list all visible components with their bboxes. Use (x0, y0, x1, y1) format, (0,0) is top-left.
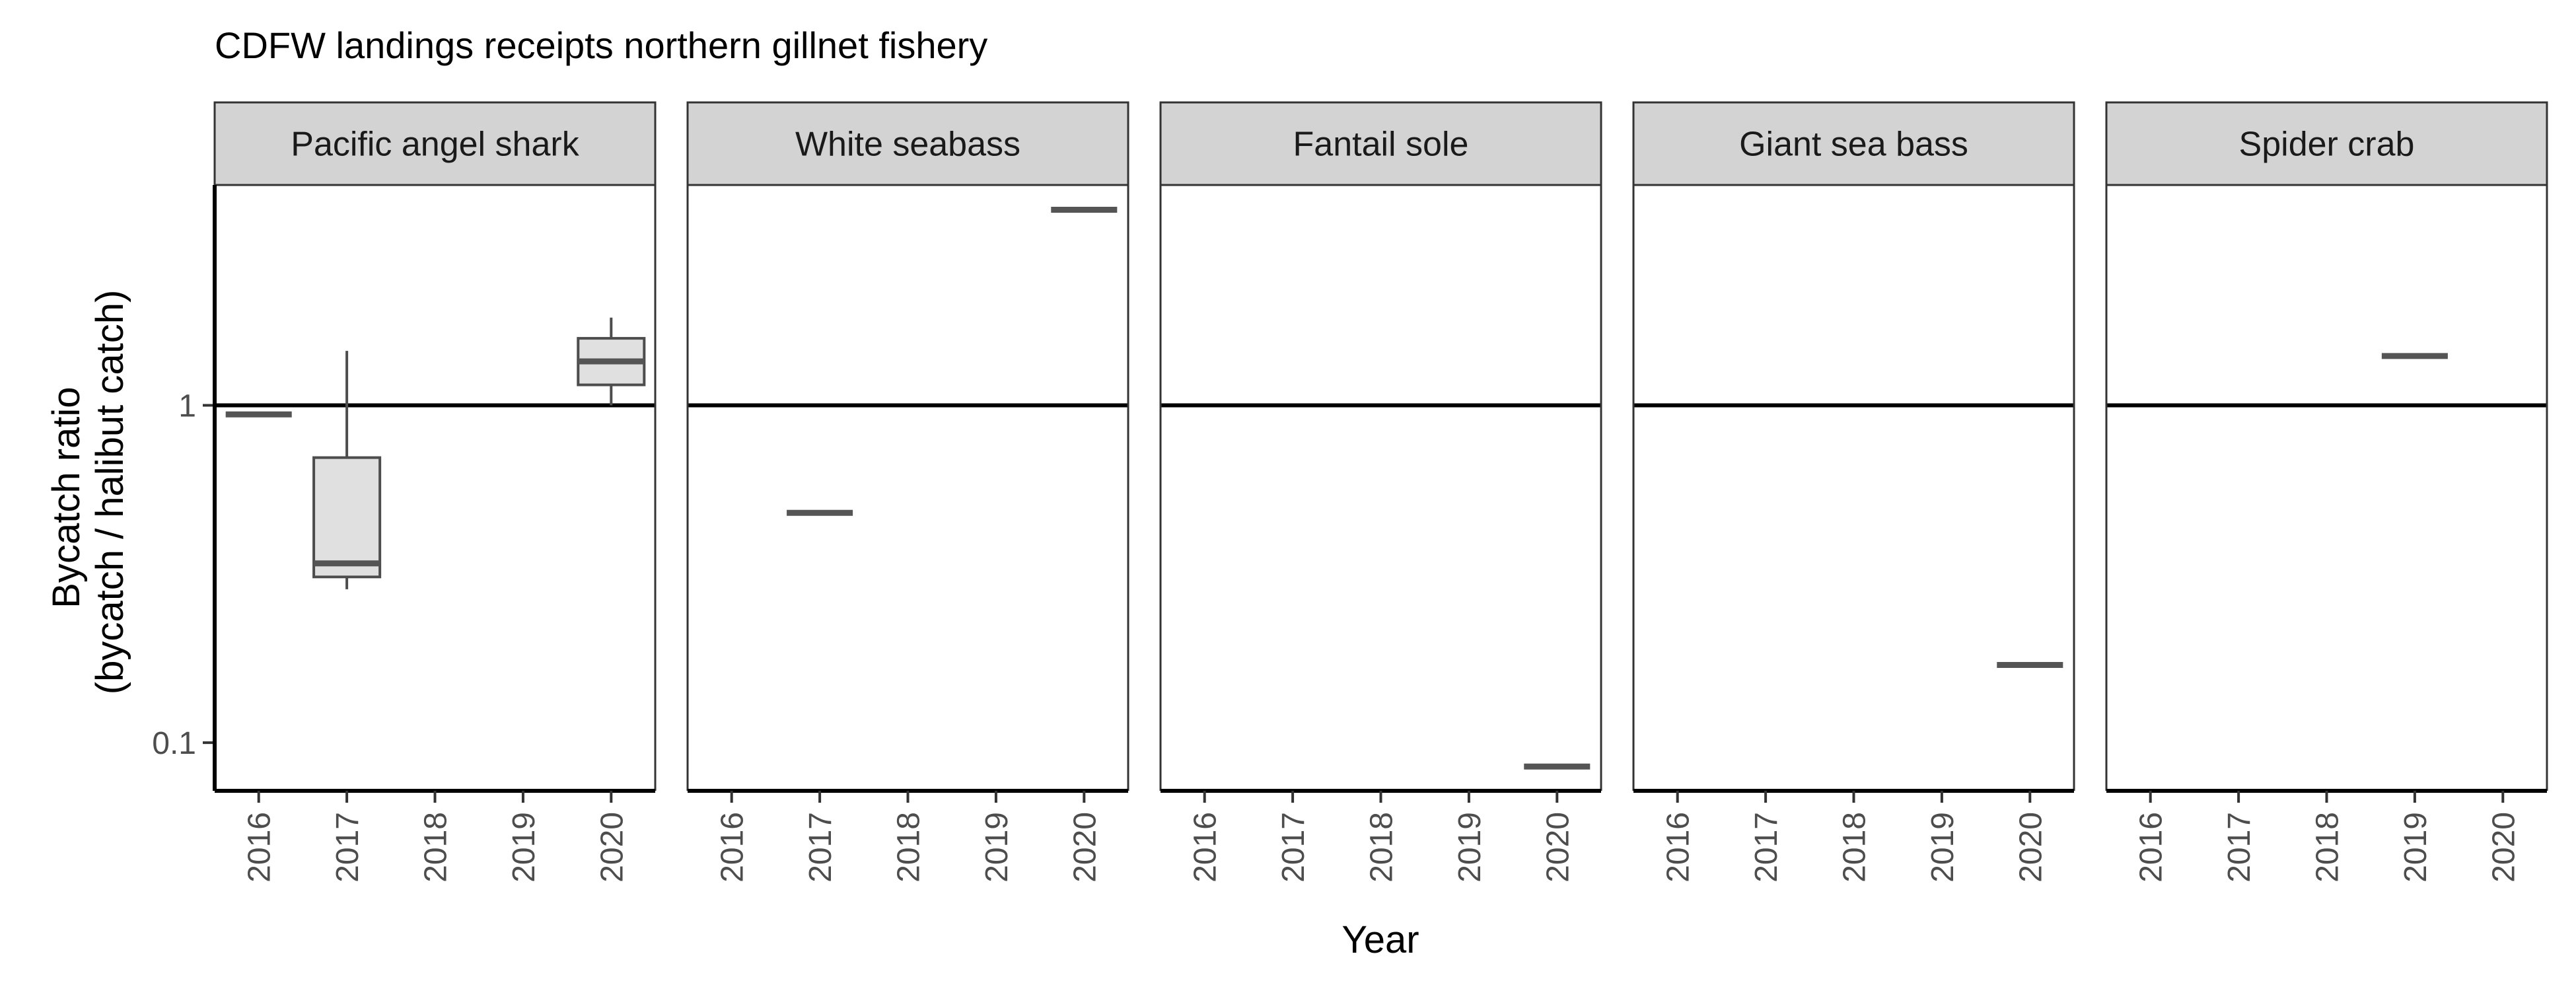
x-tick-label: 2020 (1540, 812, 1575, 883)
facet-strip-label: Spider crab (2239, 126, 2415, 164)
x-tick-label: 2017 (330, 812, 365, 883)
x-tick-label: 2019 (1452, 812, 1487, 883)
facet-strip (213, 101, 657, 186)
y-axis-label-line-1: Bycatch ratio (45, 386, 88, 608)
box-2020 (577, 317, 646, 406)
x-tick-label: 2019 (1925, 812, 1960, 883)
x-tick-label: 2018 (1838, 812, 1873, 883)
box-iqr (312, 456, 382, 579)
x-tick-label: 2018 (2310, 812, 2345, 883)
x-axis-label: Year (1342, 918, 1419, 961)
x-tick-label: 2017 (1749, 812, 1784, 883)
facet-strip-label: Pacific angel shark (291, 126, 579, 164)
panel-spider-crab: Spider crab 2016 2017 2018 2019 2020 (2105, 101, 2548, 883)
x-tick-label: 2019 (507, 812, 542, 883)
x-tick-label: 2017 (2222, 812, 2257, 883)
facet-panels: 0.1 1 Pacific angel shark 2016 2017 2018 2019 2… (152, 101, 2548, 883)
x-tick-label: 2016 (1661, 812, 1696, 883)
facet-strip (1632, 101, 2075, 186)
x-tick-label: 2020 (2013, 812, 2048, 883)
panel-background (1633, 185, 2074, 791)
panel-pacific-angel-shark: Pacific angel shark 2016 2017 2018 2019 2020 (213, 101, 657, 883)
facet-strip (686, 101, 1129, 186)
x-tick-label: 2016 (242, 812, 277, 883)
y-tick-label: 1 (178, 389, 196, 424)
panel-background (2106, 185, 2547, 791)
panel-background (215, 185, 655, 791)
panel-white-seabass: White seabass 2016 2017 2018 2019 2020 (686, 101, 1129, 883)
y-axis-label-line-2: (bycatch / halibut catch) (89, 290, 131, 695)
box-2017 (312, 351, 382, 589)
x-tick-label: 2020 (1067, 812, 1102, 883)
y-axis-label: Bycatch ratio (bycatch / halibut catch) (45, 290, 131, 695)
x-tick-label: 2017 (803, 812, 838, 883)
facet-strip-label: White seabass (795, 126, 1020, 164)
y-tick-label: 0.1 (152, 726, 196, 761)
x-tick-label: 2020 (594, 812, 629, 883)
facet-strip (1159, 101, 1602, 186)
facet-strip (2105, 101, 2548, 186)
x-tick-label: 2017 (1276, 812, 1311, 883)
panel-background (1161, 185, 1601, 791)
x-tick-label: 2020 (2486, 812, 2521, 883)
x-tick-label: 2016 (715, 812, 750, 883)
x-tick-label: 2016 (1188, 812, 1223, 883)
x-tick-label: 2019 (980, 812, 1015, 883)
x-tick-label: 2018 (419, 812, 454, 883)
x-tick-label: 2018 (1365, 812, 1400, 883)
x-tick-label: 2016 (2134, 812, 2169, 883)
x-tick-label: 2018 (892, 812, 927, 883)
panel-fantail-sole: Fantail sole 2016 2017 2018 2019 2020 (1159, 101, 1602, 883)
facet-strip-label: Giant sea bass (1739, 126, 1968, 164)
panel-giant-sea-bass: Giant sea bass 2016 2017 2018 2019 2020 (1632, 101, 2075, 883)
chart-title: CDFW landings receipts northern gillnet … (215, 24, 987, 66)
x-tick-label: 2019 (2398, 812, 2433, 883)
facet-strip-label: Fantail sole (1293, 126, 1469, 164)
panel-background (688, 185, 1128, 791)
